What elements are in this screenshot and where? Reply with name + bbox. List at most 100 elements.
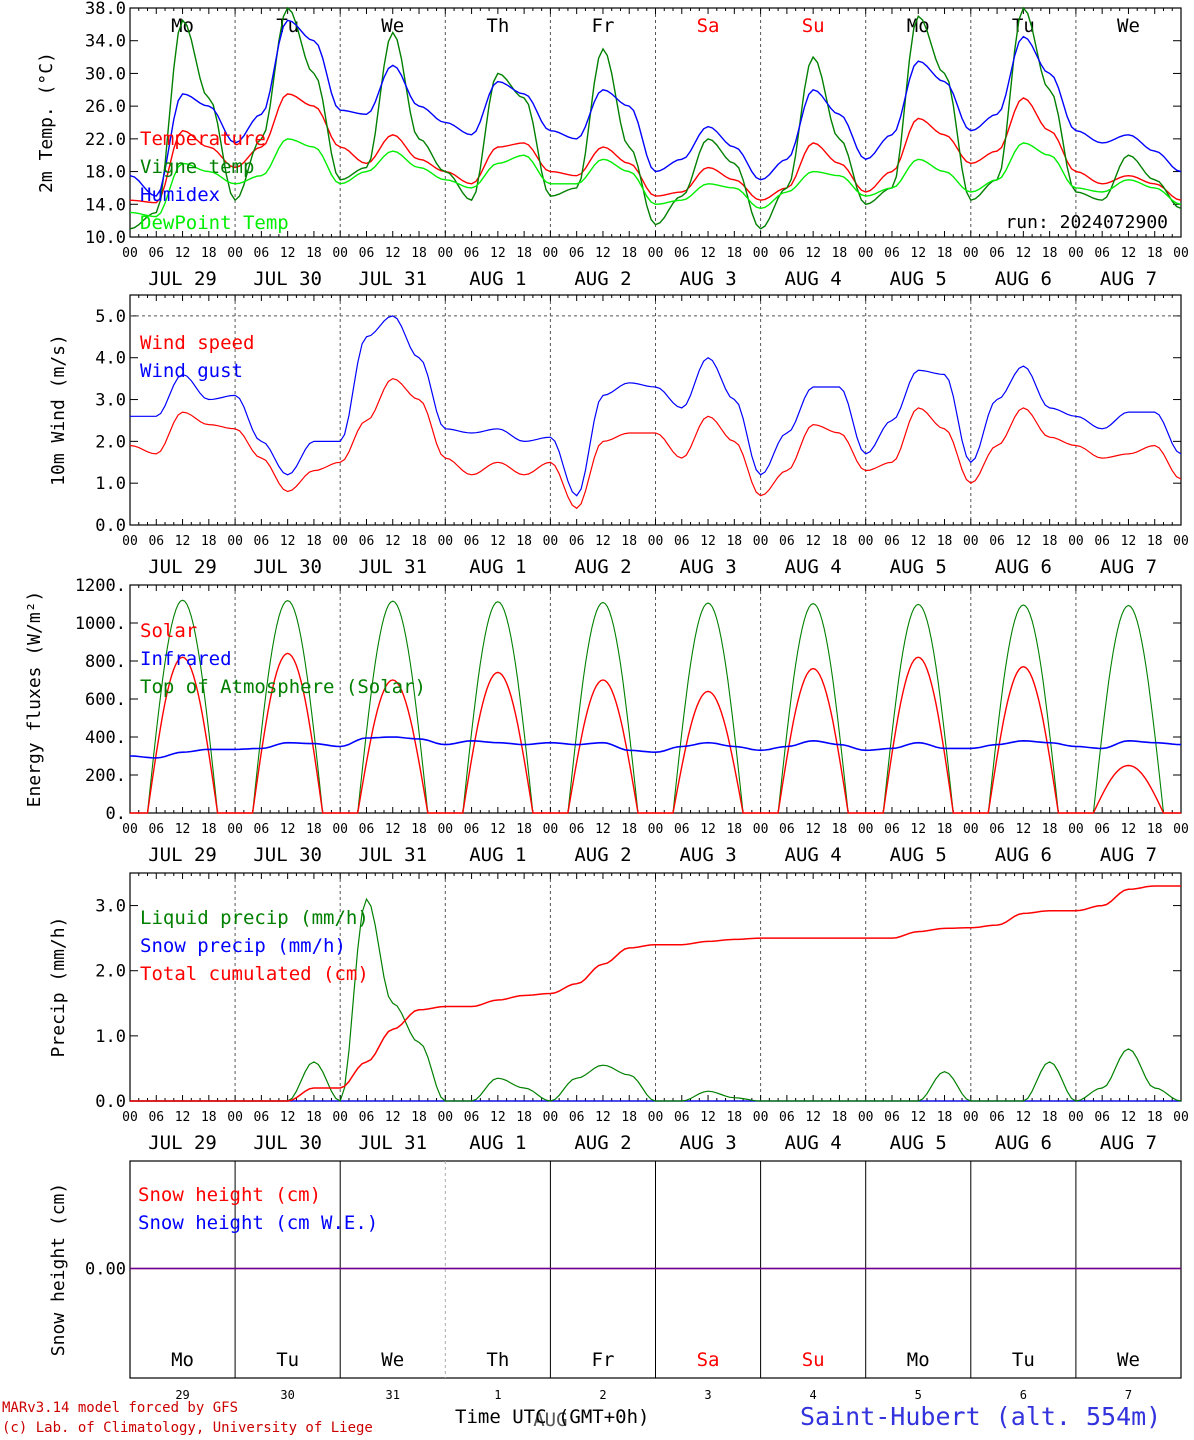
hour-label: 12 [700,246,716,261]
y-axis-title: Energy fluxes (W/m²) [24,591,45,808]
hour-label: 18 [726,1110,742,1125]
legend-entry: Wind gust [140,360,243,382]
hour-label: 12 [385,822,401,837]
hour-label: 00 [858,822,874,837]
hour-label: 12 [700,822,716,837]
hour-label: 12 [700,1110,716,1125]
hour-label: 06 [779,246,795,261]
weekday-label: Fr [592,1349,615,1371]
hour-label: 00 [1068,246,1084,261]
hour-label: 00 [1068,1110,1084,1125]
hour-label: 00 [858,534,874,549]
hour-label: 12 [805,1110,821,1125]
hour-label: 12 [805,246,821,261]
hour-label: 18 [201,1110,217,1125]
hour-label: 18 [201,822,217,837]
legend-entry: Top of Atmosphere (Solar) [140,676,426,698]
hour-label: 06 [884,1110,900,1125]
hour-label: 12 [1121,246,1137,261]
hour-label: 18 [1147,534,1163,549]
series-line-dewpoint-temp [129,138,1182,218]
hour-label: 06 [359,1110,375,1125]
hour-label: 18 [306,246,322,261]
hour-label: 12 [805,534,821,549]
hour-label: 18 [1042,1110,1058,1125]
date-label: JUL 29 [148,1132,217,1154]
hour-label: 00 [1173,534,1189,549]
hour-label: 18 [411,534,427,549]
series-line-vigne-temp [129,6,1182,230]
hour-label: 00 [543,534,559,549]
date-label: AUG 1 [469,556,526,578]
y-tick-label: 26.0 [85,97,126,117]
hour-label: 18 [516,534,532,549]
legend-entry: DewPoint Temp [140,212,289,234]
run-label: run: 2024072900 [1005,212,1168,233]
hour-label: 12 [1121,822,1137,837]
hour-label: 06 [359,534,375,549]
date-label: AUG 2 [574,556,631,578]
hour-label: 00 [543,1110,559,1125]
y-tick-label: 0.0 [95,1092,126,1112]
weekday-label: Tu [276,1349,299,1371]
hour-label: 00 [437,822,453,837]
hour-label: 06 [569,246,585,261]
hour-label: 18 [516,822,532,837]
hour-label: 18 [306,822,322,837]
weekday-label: Mo [907,15,930,37]
hour-label: 06 [464,246,480,261]
date-label: JUL 31 [358,1132,427,1154]
date-label: JUL 29 [148,844,217,866]
y-tick-label: 22.0 [85,130,126,150]
series-line-solar [130,652,1181,814]
hour-label: 06 [148,246,164,261]
hour-label: 18 [937,534,953,549]
hour-label: 06 [254,534,270,549]
y-tick-label: 3.0 [95,391,126,411]
date-label: AUG 5 [890,1132,947,1154]
y-axis-title: 10m Wind (m/s) [48,334,69,486]
date-label: AUG 5 [890,556,947,578]
date-label: AUG 4 [785,268,842,290]
day-number-label: 6 [1020,1388,1027,1402]
hour-label: 06 [989,822,1005,837]
hour-label: 06 [1094,246,1110,261]
hour-label: 12 [595,1110,611,1125]
date-label: AUG 6 [995,1132,1052,1154]
hour-label: 12 [490,822,506,837]
date-label: AUG 2 [574,844,631,866]
day-number-label: 5 [915,1388,922,1402]
hour-label: 06 [569,534,585,549]
hour-label: 06 [464,822,480,837]
day-number-label: 30 [280,1388,294,1402]
hour-label: 00 [1068,822,1084,837]
y-tick-label: 2.0 [95,432,126,452]
hour-label: 00 [122,1110,138,1125]
hour-label: 18 [726,534,742,549]
series-line-wind-speed [129,377,1182,510]
hour-label: 12 [595,246,611,261]
hour-label: 12 [385,534,401,549]
hour-label: 12 [910,822,926,837]
y-tick-label: 0.0 [95,516,126,536]
y-tick-label: 30.0 [85,64,126,84]
legend-entry: Total cumulated (cm) [140,963,369,985]
y-tick-label: 400. [85,728,126,748]
y-axis-title: 2m Temp. (°C) [36,52,57,193]
y-tick-label: 38.0 [85,0,126,19]
y-tick-label: 1.0 [95,474,126,494]
legend-entry: Temperature [140,128,266,150]
hour-label: 06 [1094,1110,1110,1125]
weekday-label: Mo [171,15,194,37]
hour-label: 12 [175,534,191,549]
hour-label: 18 [306,1110,322,1125]
hour-label: 06 [989,246,1005,261]
hour-label: 12 [595,822,611,837]
hour-label: 06 [674,246,690,261]
hour-label: 00 [437,1110,453,1125]
hour-label: 12 [1121,1110,1137,1125]
lab-credit: (c) Lab. of Climatology, University of L… [2,1420,373,1436]
hour-label: 12 [280,534,296,549]
series-line-total-cumulated [130,885,1181,1102]
